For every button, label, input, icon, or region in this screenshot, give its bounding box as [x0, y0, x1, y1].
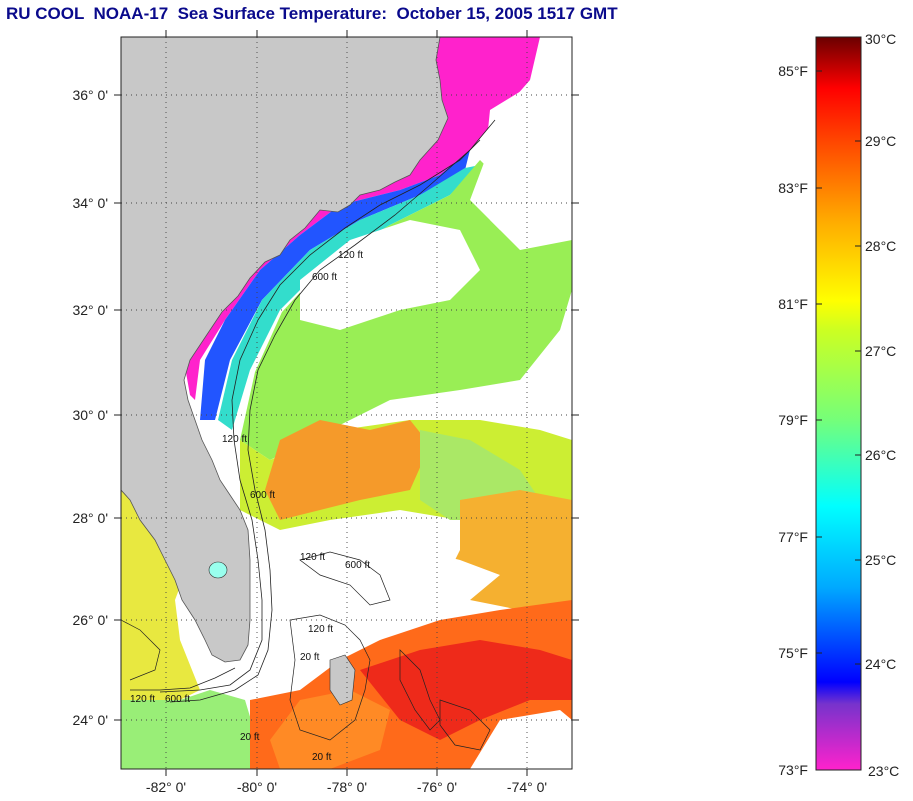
colorbar-celsius-labels: 30°C 29°C 28°C 27°C 26°C 25°C 24°C 23°C	[865, 31, 899, 779]
latitude-label: 32° 0'	[72, 302, 108, 318]
bahamas-exuma	[439, 699, 491, 751]
latitude-label: 28° 0'	[72, 510, 108, 526]
colorbar-c-label: 27°C	[865, 343, 896, 359]
isobath-label: 120 ft	[300, 552, 325, 563]
map-title: RU COOL NOAA-17 Sea Surface Temperature:…	[6, 4, 618, 23]
axis-ticks	[114, 30, 579, 776]
isobath-label: 120 ft	[130, 694, 155, 705]
bahamas-great-bank	[289, 614, 371, 741]
longitude-label: -74° 0'	[507, 779, 547, 795]
cloud-east-north	[470, 60, 572, 240]
latitude-label: 36° 0'	[72, 87, 108, 103]
colorbar-c-label: 28°C	[865, 238, 896, 254]
colorbar-c-label: 29°C	[865, 133, 896, 149]
colorbar-c-label: 23°C	[868, 763, 899, 779]
longitude-labels: -82° 0' -80° 0' -78° 0' -76° 0' -74° 0'	[146, 779, 547, 795]
colorbar-c-label: 25°C	[865, 552, 896, 568]
isobath-600ft	[169, 119, 496, 703]
colorbar-f-label: 81°F	[778, 296, 808, 312]
sst-west-shelf-green	[121, 690, 260, 769]
bahamas-andros-island	[329, 654, 356, 706]
colorbar-f-label: 77°F	[778, 529, 808, 545]
latitude-label: 24° 0'	[72, 712, 108, 728]
isobath-labels: 120 ft 600 ft 120 ft 600 ft 120 ft 600 f…	[130, 250, 370, 763]
colorbar-c-label: 30°C	[865, 31, 896, 47]
latitude-label: 26° 0'	[72, 612, 108, 628]
colorbar-f-label: 73°F	[778, 762, 808, 778]
isobath-label: 600 ft	[345, 560, 370, 571]
sst-orange-lower	[270, 690, 390, 769]
lake-okeechobee	[208, 561, 228, 579]
florida-keys-contour	[130, 667, 236, 691]
cloud-southeast	[470, 710, 572, 769]
isobath-label: 20 ft	[312, 752, 332, 763]
latitude-labels: 36° 0' 34° 0' 32° 0' 30° 0' 28° 0' 26° 0…	[72, 87, 108, 728]
sst-cold-coastal-band	[182, 37, 540, 400]
cloud-bahamas-gap	[250, 540, 500, 620]
isobath-120ft	[159, 139, 481, 693]
sst-red-south	[360, 640, 572, 740]
colorbar-ticks	[816, 70, 861, 665]
isobath-label: 120 ft	[222, 434, 247, 445]
sst-cyan-band	[218, 165, 480, 430]
longitude-label: -76° 0'	[417, 779, 457, 795]
latitude-label: 34° 0'	[72, 195, 108, 211]
colorbar-f-label: 75°F	[778, 645, 808, 661]
sst-blue-band	[200, 150, 470, 420]
west-shelf-contour	[121, 619, 161, 681]
longitude-label: -78° 0'	[327, 779, 367, 795]
graticule	[121, 37, 572, 769]
colorbar-f-label: 83°F	[778, 180, 808, 196]
longitude-label: -82° 0'	[146, 779, 186, 795]
cloud-central	[300, 220, 480, 330]
isobath-label: 120 ft	[338, 250, 363, 261]
colorbar-fahrenheit-labels: 85°F 83°F 81°F 79°F 77°F 75°F 73°F	[778, 63, 808, 778]
colorbar-c-label: 26°C	[865, 447, 896, 463]
colorbar-c-label: 24°C	[865, 656, 896, 672]
land-southeast-us	[121, 37, 449, 663]
map-content: 120 ft 600 ft 120 ft 600 ft 120 ft 600 f…	[121, 37, 572, 769]
colorbar-f-label: 85°F	[778, 63, 808, 79]
colorbar-f-label: 79°F	[778, 412, 808, 428]
colorbar	[815, 36, 862, 771]
isobath-label: 600 ft	[165, 694, 190, 705]
isobath-label: 20 ft	[240, 732, 260, 743]
longitude-label: -80° 0'	[237, 779, 277, 795]
sst-orange-patch-north	[265, 420, 430, 520]
latitude-label: 30° 0'	[72, 407, 108, 423]
isobath-label: 600 ft	[312, 272, 337, 283]
isobath-label: 120 ft	[308, 624, 333, 635]
isobath-label: 20 ft	[300, 652, 320, 663]
bahamas-grand-bahama	[299, 551, 391, 606]
bahamas-eleuthera	[399, 649, 441, 731]
isobath-label: 600 ft	[250, 490, 275, 501]
